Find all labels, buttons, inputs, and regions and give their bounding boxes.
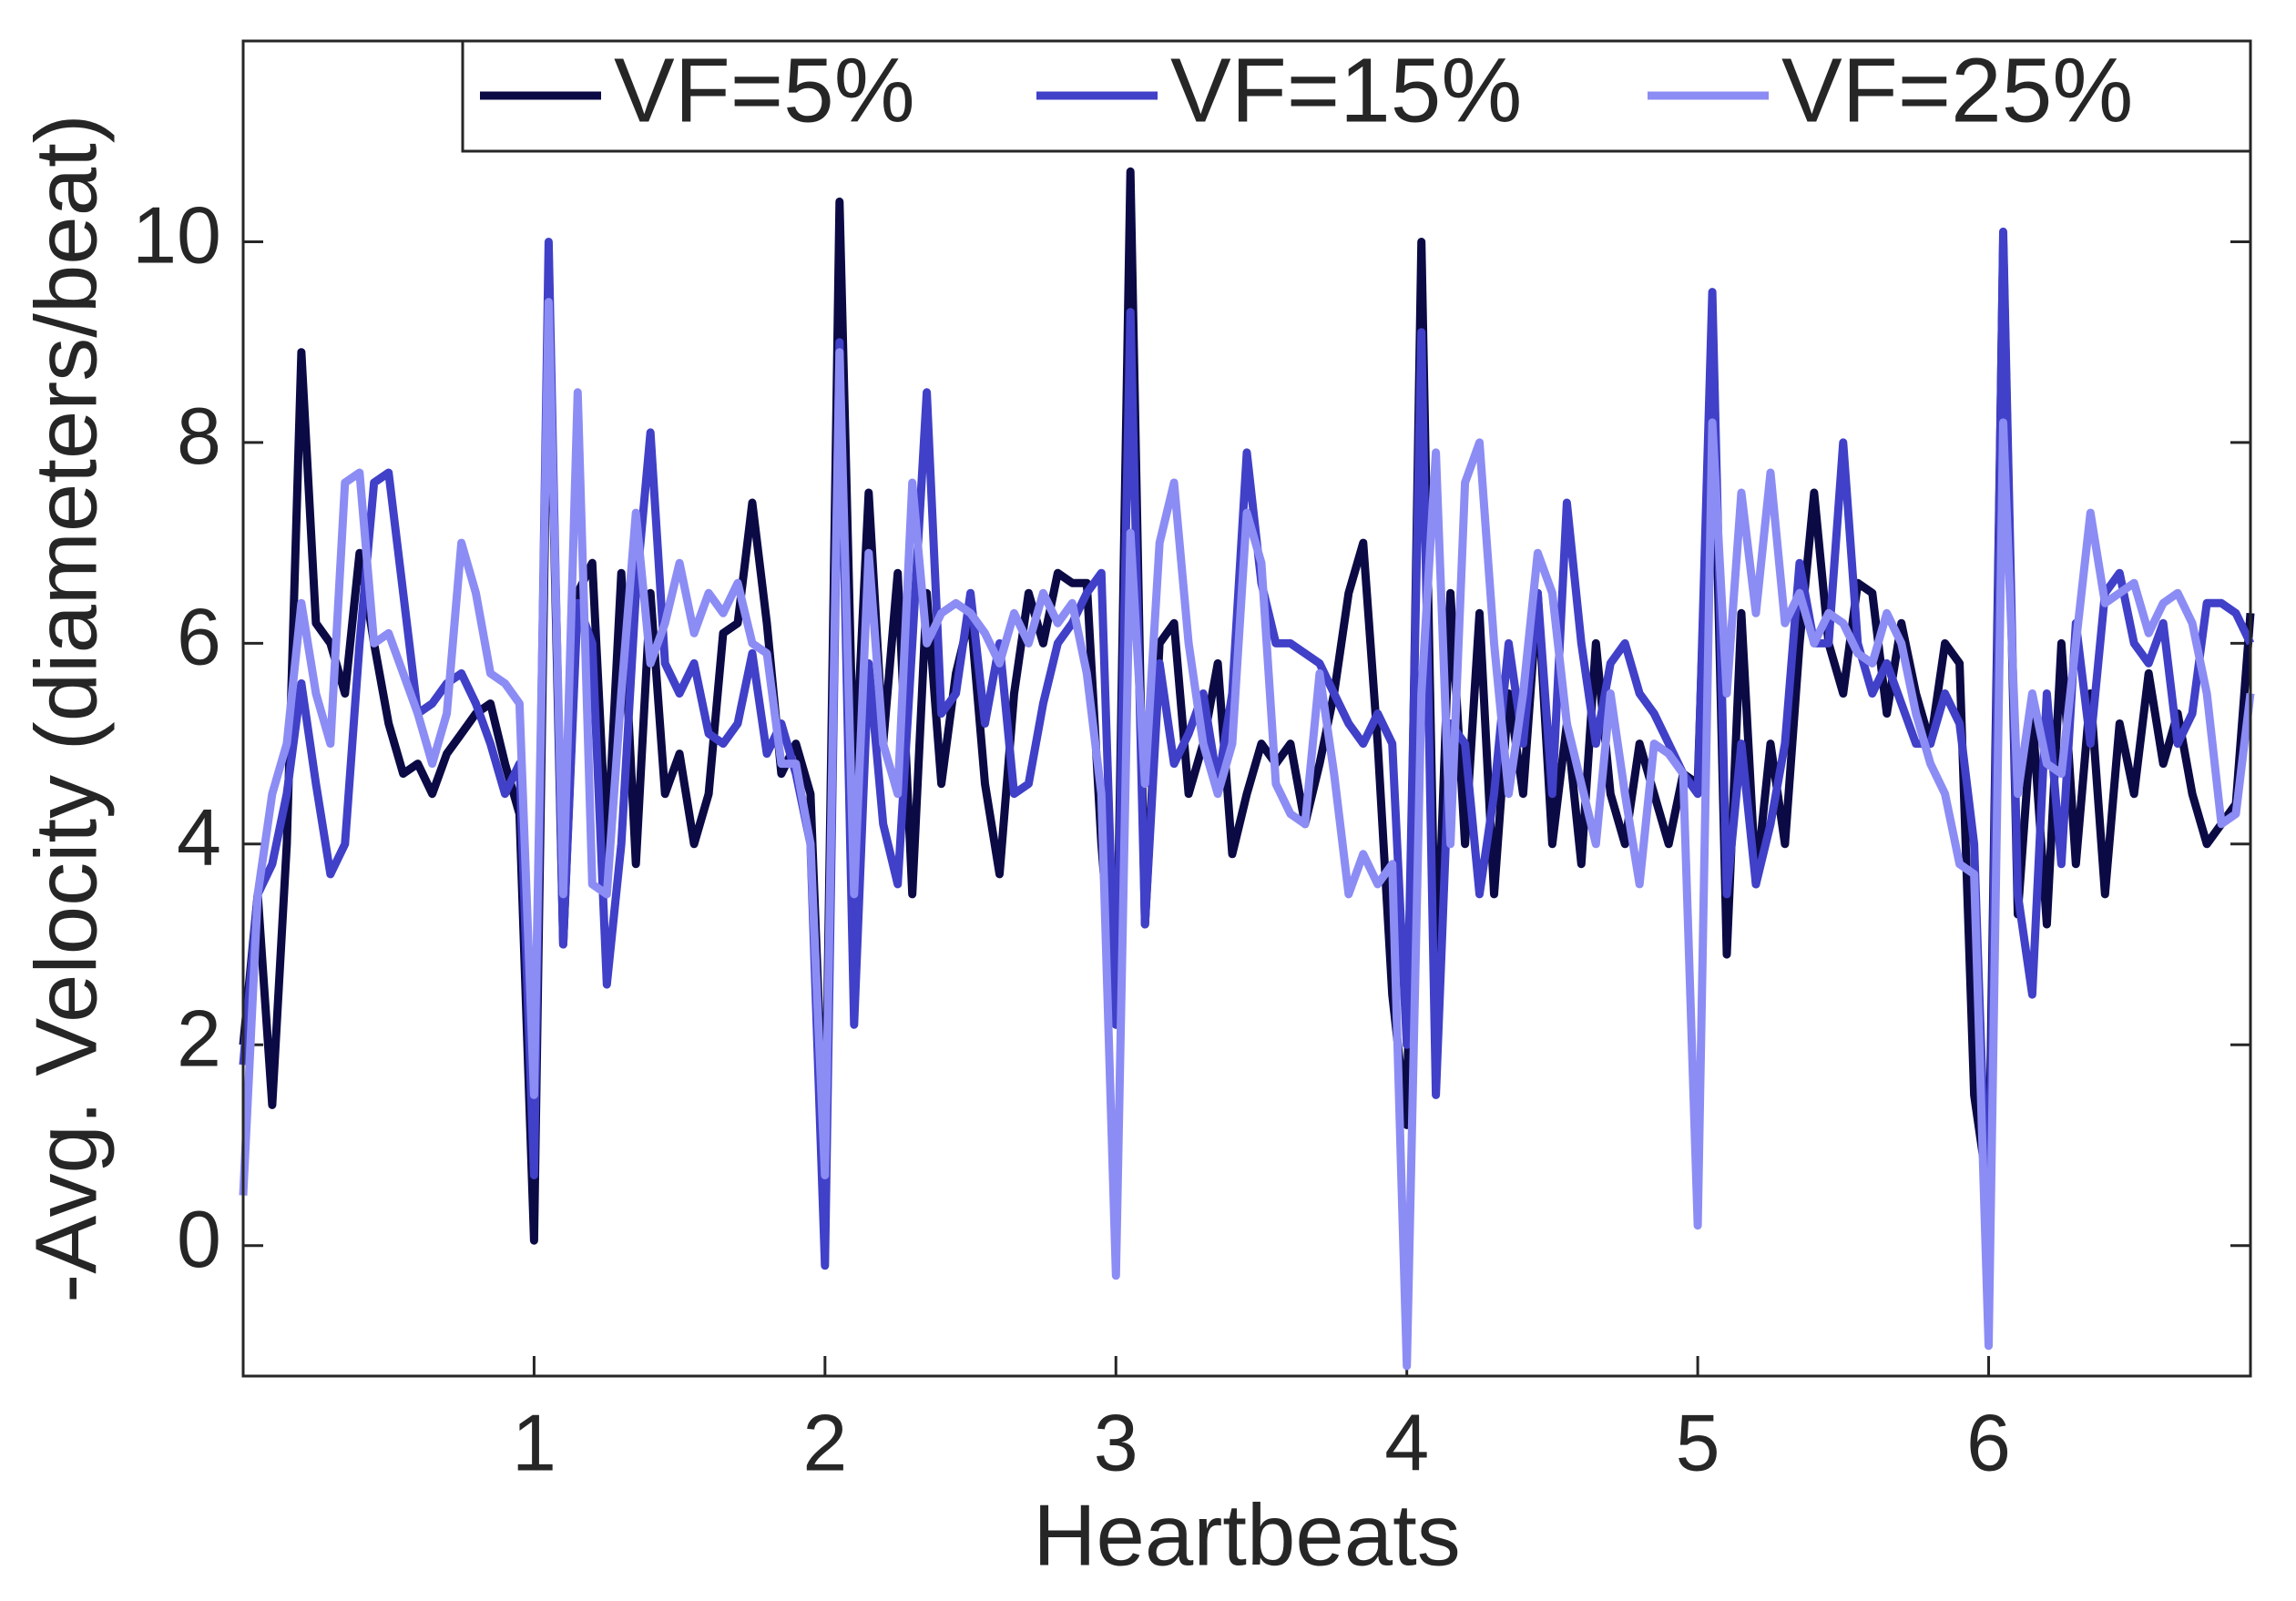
y-axis-label: -Avg. Velocity (diameters/beat): [17, 114, 115, 1302]
x-tick-label: 4: [1384, 1397, 1429, 1487]
y-tick-label: 4: [177, 792, 221, 882]
y-tick-label: 8: [177, 391, 221, 481]
legend-box: [461, 39, 2252, 153]
y-tick-label: 2: [177, 994, 221, 1084]
legend-label: VF=25%: [1781, 39, 2133, 141]
x-axis-label: Heartbeats: [1033, 1486, 1461, 1584]
data-line: [239, 298, 2255, 1371]
y-tick-label: 6: [177, 592, 221, 682]
x-tick-label: 3: [1094, 1397, 1138, 1487]
x-tick-label: 5: [1676, 1397, 1720, 1487]
x-tick-label: 2: [802, 1397, 847, 1487]
data-line: [239, 227, 2255, 1270]
x-tick-label: 1: [512, 1397, 556, 1487]
x-tick-label: 6: [1966, 1397, 2011, 1487]
legend-label: VF=5%: [614, 39, 915, 141]
y-tick-label: 0: [177, 1194, 221, 1284]
legend-label: VF=15%: [1170, 39, 1522, 141]
y-tick-label: 10: [132, 190, 221, 280]
